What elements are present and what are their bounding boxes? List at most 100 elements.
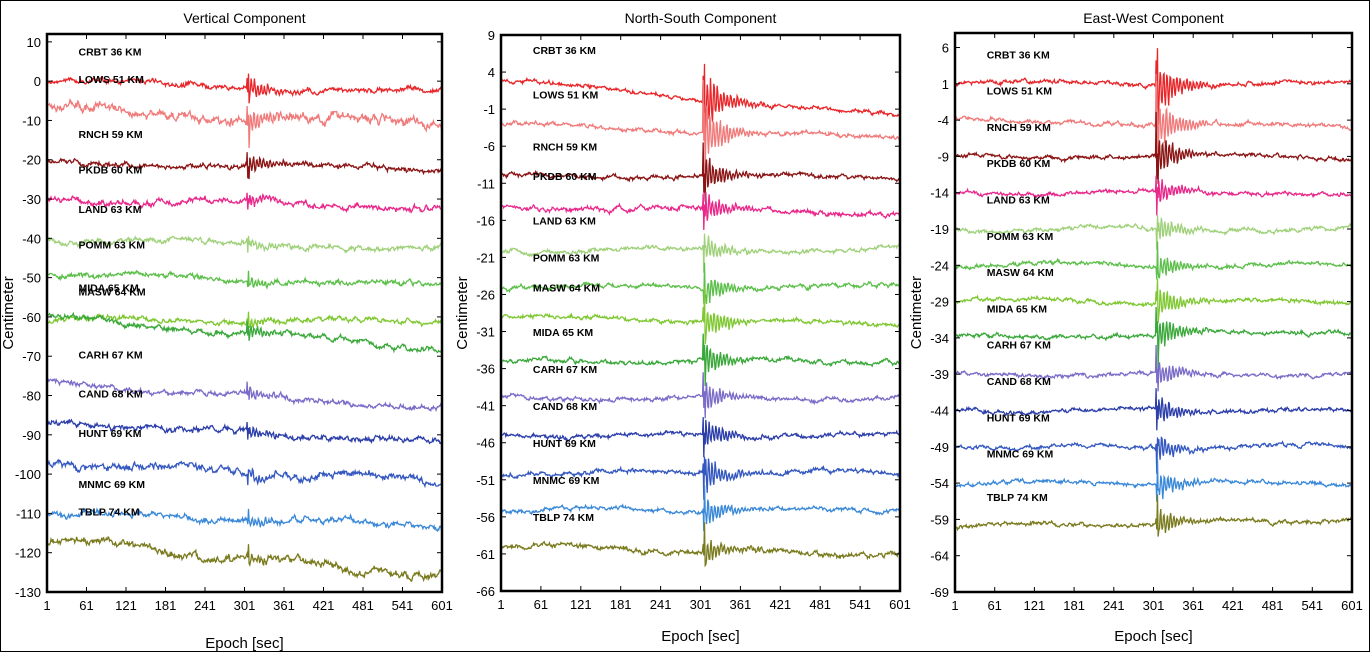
y-tick-label: -90 [22, 428, 41, 443]
x-tick-label: 481 [1262, 598, 1284, 613]
series-label: MNMC 69 KM [79, 479, 146, 491]
x-tick-label: 121 [115, 598, 137, 613]
y-tick-label: -40 [22, 231, 41, 246]
series-line [500, 417, 901, 458]
x-tick-label: 61 [79, 598, 93, 613]
x-tick-label: 541 [849, 597, 871, 612]
x-tick-label: 61 [534, 597, 548, 612]
y-tick-label: -120 [15, 546, 41, 561]
series-line [46, 98, 443, 149]
y-axis-label: Centimeter [908, 276, 925, 349]
series-label: MIDA 65 KM [533, 327, 594, 339]
series-label: CRBT 36 KM [987, 49, 1050, 61]
x-tick-label: 241 [194, 598, 216, 613]
series-label: TBLP 74 KM [987, 492, 1048, 504]
y-tick-label: 10 [27, 35, 41, 50]
series-line [954, 306, 1353, 370]
y-tick-label: -69 [930, 585, 949, 600]
series-label: MASW 64 KM [987, 267, 1054, 279]
x-tick-label: 601 [1341, 598, 1363, 613]
y-tick-label: -49 [930, 440, 949, 455]
x-tick-label: 181 [155, 598, 177, 613]
y-tick-label: -80 [22, 389, 41, 404]
y-tick-label: -54 [930, 476, 949, 491]
series-line [500, 333, 901, 387]
plot-area [501, 35, 900, 591]
y-tick-label: -41 [476, 399, 495, 414]
series-label: LOWS 51 KM [79, 74, 145, 86]
series-line [500, 485, 901, 532]
series-label: MNMC 69 KM [987, 449, 1054, 461]
series-label: POMM 63 KM [79, 239, 146, 251]
x-tick-label: 541 [1301, 598, 1323, 613]
x-tick-label: 601 [889, 597, 911, 612]
y-tick-label: -66 [476, 584, 495, 599]
series-line [501, 522, 901, 568]
y-tick-label: 4 [488, 65, 495, 80]
series-line [46, 311, 443, 329]
chart-panels: Vertical Component CRBT 36 KM LOWS 51 KM RN… [0, 10, 1363, 652]
y-tick-label: -44 [930, 404, 949, 419]
y-tick-label: -46 [476, 436, 495, 451]
series-label: CAND 68 KM [533, 401, 597, 413]
y-tick-label: -29 [930, 295, 949, 310]
series-label: MIDA 65 KM [79, 282, 140, 294]
series-line [46, 535, 443, 583]
x-tick-label: 421 [1222, 598, 1244, 613]
series-line [46, 418, 443, 445]
y-tick-label: 0 [34, 74, 41, 89]
series-label: LAND 63 KM [79, 204, 142, 216]
y-tick-label: 6 [942, 41, 949, 56]
y-tick-label: 9 [488, 28, 495, 43]
chart-title: East-West Component [1083, 10, 1224, 26]
series-line [501, 233, 901, 273]
y-tick-label: -6 [483, 139, 495, 154]
x-tick-label: 361 [730, 597, 752, 612]
series-label: RNCH 59 KM [79, 129, 143, 141]
series-line [954, 388, 1353, 431]
x-axis-label: Epoch [sec] [1114, 628, 1192, 645]
series-line [46, 152, 443, 180]
series-line [954, 459, 1353, 502]
series-line [500, 287, 901, 345]
x-tick-label: 61 [987, 598, 1001, 613]
y-tick-label: -39 [930, 367, 949, 382]
series-label: MASW 64 KM [533, 282, 600, 294]
y-tick-label: -59 [930, 512, 949, 527]
series-line [954, 175, 1353, 216]
y-axis-label: Centimeter [0, 276, 17, 349]
series-line [500, 262, 901, 304]
x-tick-label: 421 [769, 597, 791, 612]
series-line [46, 269, 443, 290]
series-label: RNCH 59 KM [987, 122, 1051, 134]
x-tick-label: 1 [43, 598, 50, 613]
series-line [954, 494, 1353, 537]
y-tick-label: -24 [930, 258, 949, 273]
series-line [954, 111, 1353, 184]
series-label: CARH 67 KM [987, 340, 1051, 352]
series-line [500, 191, 901, 231]
y-axis-label: Centimeter [454, 276, 471, 349]
series-line [46, 73, 443, 104]
series-line [46, 377, 443, 413]
series-label: CAND 68 KM [79, 389, 143, 401]
y-tick-label: -30 [22, 192, 41, 207]
y-tick-label: -64 [930, 549, 949, 564]
series-label: PKDB 60 KM [533, 171, 597, 183]
x-tick-label: 181 [610, 597, 632, 612]
y-tick-label: -21 [476, 250, 495, 265]
y-tick-label: -50 [22, 271, 41, 286]
y-tick-label: -14 [930, 186, 949, 201]
y-tick-label: -61 [476, 547, 495, 562]
series-label: POMM 63 KM [987, 231, 1054, 243]
y-tick-label: -11 [477, 176, 495, 191]
y-tick-label: -70 [22, 349, 41, 364]
chart-panel: Vertical Component CRBT 36 KM LOWS 51 KM RN… [0, 10, 453, 652]
chart-panel: North-South Component CRBT 36 KM LOWS 51 K… [454, 10, 911, 645]
x-tick-label: 1 [951, 598, 958, 613]
x-tick-label: 241 [1103, 598, 1125, 613]
y-tick-label: -4 [937, 113, 949, 128]
y-tick-label: -19 [930, 222, 949, 237]
x-tick-label: 481 [809, 597, 831, 612]
